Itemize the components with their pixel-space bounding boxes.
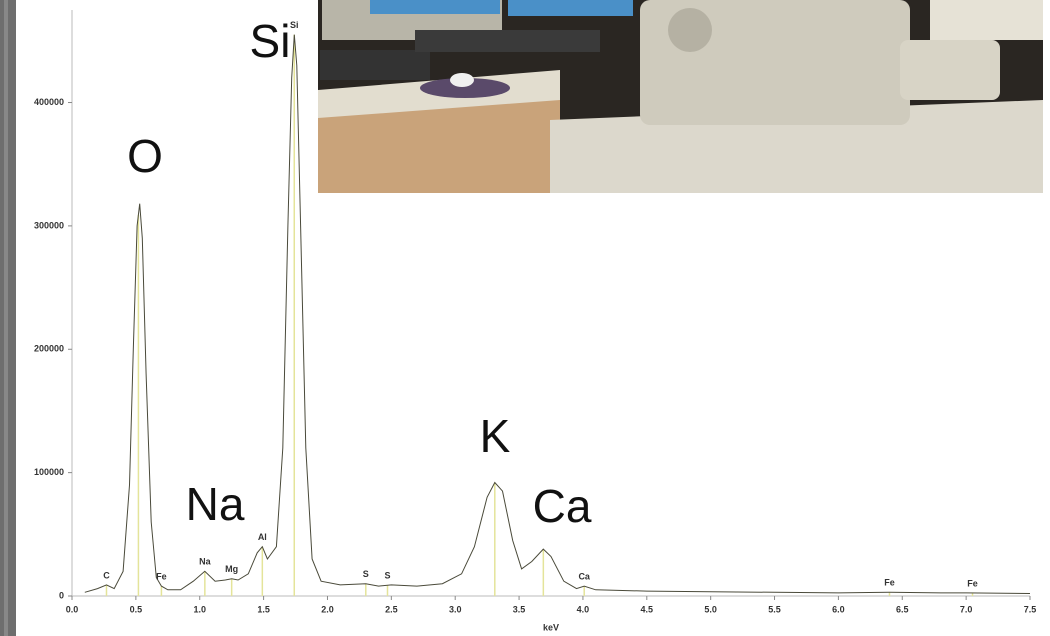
x-tick-label: 4.5 [641, 604, 654, 614]
lab-photo [318, 0, 1043, 193]
screen [508, 0, 633, 16]
x-tick-label: 4.0 [577, 604, 590, 614]
microscope-arm [900, 40, 1000, 100]
peak-label: Fe [156, 572, 167, 582]
y-tick-label: 400000 [34, 97, 64, 107]
element-annotation: Ca [533, 480, 592, 532]
peak-label: Fe [884, 578, 895, 588]
plot-area: 0 100000 200000 300000 400000 0.0 0.5 1.0 1.5 2.0… [34, 10, 1036, 632]
screen [370, 0, 500, 14]
x-tick-label: 2.0 [321, 604, 334, 614]
peak-label: Fe [967, 578, 978, 588]
mouse-pad [420, 78, 510, 98]
x-tick-label: 7.5 [1024, 604, 1037, 614]
y-tick-label: 100000 [34, 467, 64, 477]
x-tick-label: 7.0 [960, 604, 973, 614]
element-annotation: K [480, 410, 511, 462]
x-tick-label: 2.5 [385, 604, 398, 614]
peak-label: Ca [578, 572, 590, 582]
wall [930, 0, 1043, 40]
x-tick-label: 1.0 [193, 604, 206, 614]
y-tick-label: 200000 [34, 344, 64, 354]
element-annotation: Si [250, 15, 291, 67]
spectrum-line [84, 34, 1031, 594]
y-tick-label: 300000 [34, 220, 64, 230]
x-tick-label: 5.0 [704, 604, 717, 614]
x-tick-label: 6.5 [896, 604, 909, 614]
peak-label: Si [290, 20, 299, 30]
microscope-knob [668, 8, 712, 52]
peak-label: S [384, 571, 390, 581]
element-annotation: O [127, 130, 163, 182]
element-annotation: Na [186, 478, 245, 530]
peak-label: S [363, 569, 369, 579]
peak-label: Al [258, 532, 267, 542]
x-tick-label: 6.0 [832, 604, 845, 614]
keyboard [415, 30, 600, 52]
peak-label: Na [199, 557, 211, 567]
y-tick-label: 0 [59, 590, 64, 600]
x-tick-label: 3.5 [513, 604, 526, 614]
x-axis-label: keV [543, 622, 559, 632]
keyboard [320, 50, 430, 80]
sem-texture [4, 0, 8, 636]
peak-label: C [103, 570, 110, 580]
x-tick-label: 0.0 [66, 604, 79, 614]
peak-label: Mg [225, 564, 238, 574]
x-tick-label: 1.5 [257, 604, 270, 614]
x-tick-label: 3.0 [449, 604, 462, 614]
mouse [450, 73, 474, 87]
x-tick-label: 0.5 [130, 604, 143, 614]
x-tick-label: 5.5 [768, 604, 781, 614]
